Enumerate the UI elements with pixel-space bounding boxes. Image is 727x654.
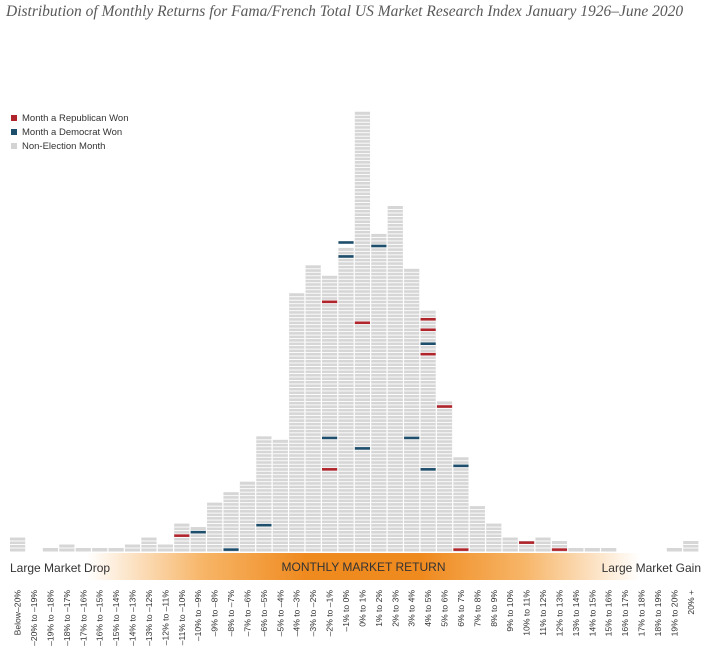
bar-6 (108, 548, 124, 552)
election-mark-republican (174, 534, 190, 537)
bar-15 (256, 436, 272, 552)
election-mark-democrat (190, 530, 206, 534)
legend-label-republican: Month a Republican Won (22, 112, 129, 124)
bar-33 (551, 541, 568, 552)
market-return-band (0, 553, 727, 580)
bar-31 (519, 541, 535, 552)
election-mark-democrat (420, 342, 436, 345)
bar-20 (338, 247, 354, 552)
bar-25 (420, 310, 436, 552)
election-mark-democrat (371, 244, 387, 248)
election-mark-republican (436, 405, 453, 408)
bar-9 (157, 544, 173, 552)
bar-35 (584, 548, 600, 552)
election-mark-democrat (338, 255, 354, 258)
bar-7 (124, 544, 141, 552)
bar-8 (141, 537, 157, 552)
bar-29 (486, 523, 502, 552)
bar-5 (92, 548, 108, 552)
bar-21 (354, 111, 371, 552)
chart-legend: Month a Republican Won Month a Democrat … (11, 111, 129, 153)
bar-23 (387, 205, 403, 552)
legend-swatch-non-election (11, 143, 17, 149)
election-mark-democrat (321, 436, 338, 440)
legend-item-republican: Month a Republican Won (11, 111, 129, 125)
chart-title: Distribution of Monthly Returns for Fama… (6, 3, 684, 20)
bar-10 (174, 523, 190, 552)
bar-3 (59, 544, 75, 552)
election-mark-democrat (453, 464, 469, 468)
bar-17 (289, 293, 305, 552)
bar-41 (683, 541, 699, 552)
election-mark-republican (321, 468, 338, 471)
election-mark-republican (420, 352, 436, 356)
bar-12 (207, 502, 223, 552)
election-mark-republican (420, 328, 436, 332)
bar-11 (190, 527, 206, 552)
bar-40 (666, 548, 682, 552)
legend-label-non-election: Non-Election Month (22, 140, 106, 152)
legend-swatch-democrat (11, 129, 17, 135)
bar-2 (42, 548, 59, 552)
bar-28 (469, 506, 485, 552)
bar-22 (371, 233, 387, 552)
election-mark-democrat (354, 447, 371, 450)
bar-24 (404, 268, 420, 552)
bar-32 (535, 537, 551, 552)
election-mark-democrat (420, 468, 436, 471)
legend-item-democrat: Month a Democrat Won (11, 125, 129, 139)
legend-label-democrat: Month a Democrat Won (22, 126, 123, 138)
bar-27 (453, 457, 469, 552)
election-marks (174, 241, 568, 551)
bar-19 (321, 275, 338, 552)
legend-swatch-republican (11, 115, 17, 121)
bar-26 (436, 401, 453, 552)
election-mark-republican (354, 321, 371, 325)
large-drop-label: Large Market Drop (10, 561, 111, 575)
election-mark-democrat (404, 436, 420, 440)
election-mark-democrat (338, 241, 354, 244)
bar-34 (568, 548, 584, 552)
election-mark-republican (420, 317, 436, 321)
x-axis-title: MONTHLY MARKET RETURN (281, 560, 446, 574)
bar-16 (272, 439, 288, 552)
bar-13 (223, 492, 239, 552)
election-mark-democrat (223, 548, 239, 551)
election-mark-republican (551, 548, 568, 551)
election-mark-republican (519, 541, 535, 544)
large-gain-label: Large Market Gain (601, 561, 701, 575)
legend-item-non-election: Non-Election Month (11, 139, 129, 153)
bar-18 (305, 265, 321, 552)
histogram-bars (10, 111, 699, 552)
bar-4 (75, 548, 91, 552)
bar-36 (601, 548, 617, 552)
bar-14 (239, 481, 256, 552)
election-mark-democrat (256, 523, 272, 527)
bar-0 (10, 537, 26, 552)
election-mark-republican (321, 300, 338, 304)
election-mark-republican (453, 548, 469, 551)
bar-30 (502, 537, 518, 552)
